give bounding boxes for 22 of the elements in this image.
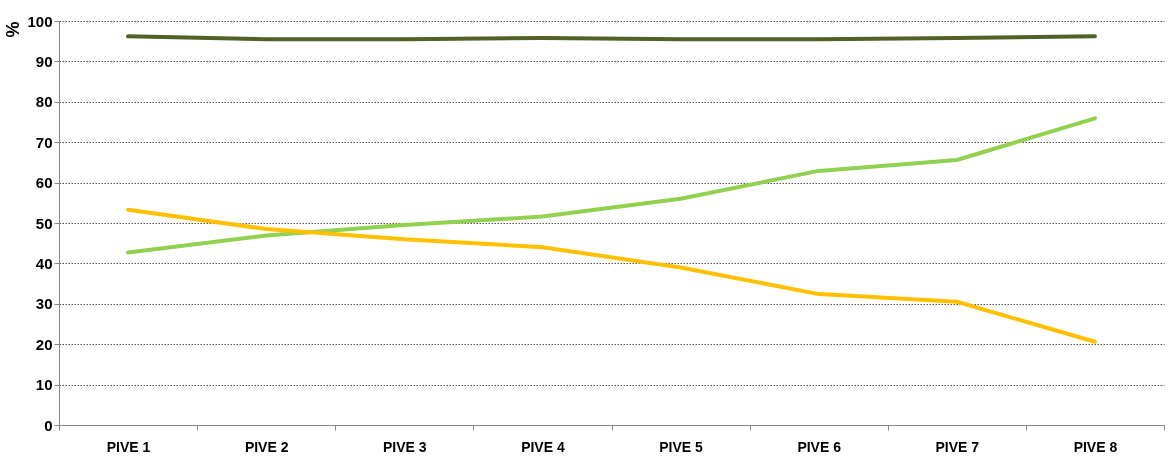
- y-tick-label: 70: [35, 133, 53, 151]
- y-tick-label: 90: [35, 52, 53, 70]
- x-tick-label: PIVE 1: [106, 438, 151, 455]
- y-tick-label: 40: [35, 254, 53, 272]
- y-tick-label: 50: [35, 214, 53, 232]
- y-axis-title: %: [3, 21, 24, 38]
- line-series: [126, 207, 1097, 344]
- x-tick-label: PIVE 2: [244, 438, 289, 455]
- y-tick-label: 80: [35, 93, 53, 111]
- y-tick-label: 100: [27, 12, 53, 30]
- y-tick-label: 10: [35, 376, 53, 394]
- x-tick-label: PIVE 8: [1073, 438, 1118, 455]
- y-tick-label: 0: [44, 416, 53, 434]
- x-tick-label: PIVE 5: [659, 438, 704, 455]
- line-series: [126, 116, 1097, 255]
- y-tick-label: 60: [35, 174, 53, 192]
- y-tick-label: 20: [35, 335, 53, 353]
- x-tick-label: PIVE 3: [383, 438, 427, 455]
- x-tick-label: PIVE 7: [935, 438, 980, 455]
- y-tick-label: 30: [35, 295, 53, 313]
- x-tick-label: PIVE 4: [521, 438, 565, 455]
- x-tick-label: PIVE 6: [797, 438, 842, 455]
